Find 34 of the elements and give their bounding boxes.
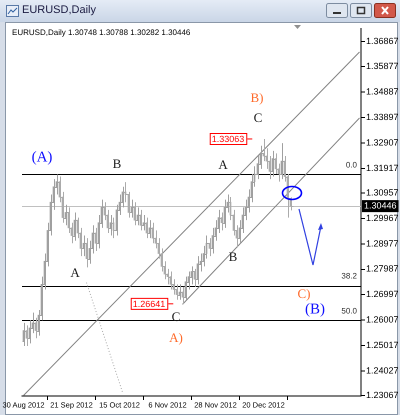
y-tick-label: 1.31917 — [366, 162, 399, 173]
annotation: 50.0 — [341, 306, 358, 316]
annotation: C — [254, 110, 262, 125]
annotation: 38.2 — [341, 272, 358, 281]
y-tick-label: 1.34887 — [366, 86, 399, 97]
annotation: B — [228, 248, 238, 264]
y-tick-label: 1.23067 — [366, 390, 399, 400]
annotation: (B) — [305, 301, 325, 318]
y-tick-label: 1.29967 — [366, 212, 399, 223]
y-tick-label: 1.32907 — [366, 137, 399, 148]
annotation: A) — [169, 330, 183, 345]
y-tick-label: 1.26007 — [366, 314, 399, 325]
y-tick-label: 1.28977 — [366, 238, 399, 248]
chart-subtitle: EURUSD,Daily 1.30748 1.30788 1.30282 1.30446 — [12, 28, 190, 37]
y-tick-label: 1.24027 — [366, 365, 399, 376]
annotation: (A) — [32, 149, 52, 166]
annotation: C) — [298, 286, 310, 301]
annotation: A — [70, 264, 80, 280]
y-tick-label: 1.26997 — [366, 289, 399, 300]
y-tick-label: 1.33897 — [366, 112, 399, 122]
y-tick-label: 1.36867 — [366, 36, 399, 46]
y-tick-label: 1.25017 — [366, 340, 399, 350]
annotation: 1.26641 — [132, 298, 166, 309]
y-tick-label: 1.27987 — [366, 264, 399, 274]
annotation: 1.33063 — [212, 134, 244, 144]
y-tick-label: 1.35877 — [366, 61, 399, 72]
annotation: C — [172, 308, 180, 324]
y-tick-label: 1.30957 — [366, 188, 399, 198]
annotation: 0.0 — [346, 160, 358, 170]
annotation: A — [218, 156, 228, 172]
ref-line-label: 1.30446 — [364, 200, 397, 211]
annotation: B — [112, 156, 122, 171]
chart-title: EURUSD,Daily — [22, 4, 96, 16]
annotation: B) — [250, 90, 264, 105]
